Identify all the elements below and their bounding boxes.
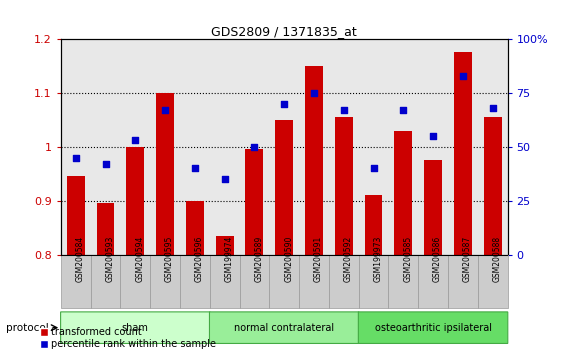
Text: GSM200585: GSM200585	[403, 236, 412, 282]
Bar	[186, 201, 204, 354]
Bar	[484, 117, 502, 354]
Text: GSM199973: GSM199973	[374, 236, 383, 282]
Text: GSM200592: GSM200592	[344, 236, 353, 282]
Bar	[358, 255, 389, 308]
Bar	[156, 93, 174, 354]
Point	[339, 107, 349, 113]
Text: GSM200588: GSM200588	[492, 236, 502, 282]
Point	[398, 107, 408, 113]
Bar	[216, 236, 234, 354]
Bar	[478, 255, 508, 308]
Legend: transformed count, percentile rank within the sample: transformed count, percentile rank withi…	[39, 327, 216, 349]
FancyBboxPatch shape	[209, 312, 359, 343]
Text: normal contralateral: normal contralateral	[234, 323, 334, 333]
Point	[488, 105, 497, 111]
Point	[429, 133, 438, 139]
Bar	[424, 160, 442, 354]
Text: GSM200590: GSM200590	[284, 236, 293, 282]
Text: GSM200591: GSM200591	[314, 236, 323, 282]
Point	[161, 107, 170, 113]
Point	[369, 165, 378, 171]
Text: GSM200596: GSM200596	[195, 236, 204, 282]
Text: GSM200595: GSM200595	[165, 236, 174, 282]
Bar	[150, 255, 180, 308]
Bar	[454, 52, 472, 354]
Bar	[418, 255, 448, 308]
Text: GSM200586: GSM200586	[433, 236, 442, 282]
Text: GSM200594: GSM200594	[135, 236, 144, 282]
Text: GSM200584: GSM200584	[76, 236, 85, 282]
Bar	[240, 255, 269, 308]
Bar	[67, 176, 85, 354]
Bar	[61, 255, 90, 308]
Point	[190, 165, 200, 171]
Bar	[97, 203, 114, 354]
FancyBboxPatch shape	[60, 312, 210, 343]
Point	[280, 101, 289, 107]
Bar	[448, 255, 478, 308]
Bar	[180, 255, 210, 308]
Text: GSM199974: GSM199974	[224, 236, 234, 282]
Bar	[335, 117, 353, 354]
Point	[71, 155, 81, 160]
FancyBboxPatch shape	[358, 312, 508, 343]
Point	[130, 137, 140, 143]
Text: GSM200587: GSM200587	[463, 236, 472, 282]
Bar	[245, 149, 263, 354]
Bar	[389, 255, 418, 308]
Bar	[305, 66, 323, 354]
Point	[220, 176, 229, 182]
Text: protocol: protocol	[6, 323, 49, 333]
Bar	[329, 255, 358, 308]
Text: GDS2809 / 1371835_at: GDS2809 / 1371835_at	[211, 25, 357, 38]
Point	[458, 73, 467, 79]
Bar	[365, 195, 382, 354]
Text: sham: sham	[122, 323, 149, 333]
Bar	[90, 255, 121, 308]
Bar	[276, 120, 293, 354]
Bar	[394, 131, 412, 354]
Bar	[299, 255, 329, 308]
Point	[309, 90, 318, 96]
Point	[250, 144, 259, 149]
Bar	[269, 255, 299, 308]
Text: osteoarthritic ipsilateral: osteoarthritic ipsilateral	[375, 323, 492, 333]
Bar	[121, 255, 150, 308]
Point	[101, 161, 110, 167]
Bar	[126, 147, 144, 354]
Bar	[210, 255, 240, 308]
Text: GSM200589: GSM200589	[255, 236, 263, 282]
Text: GSM200593: GSM200593	[106, 236, 115, 282]
